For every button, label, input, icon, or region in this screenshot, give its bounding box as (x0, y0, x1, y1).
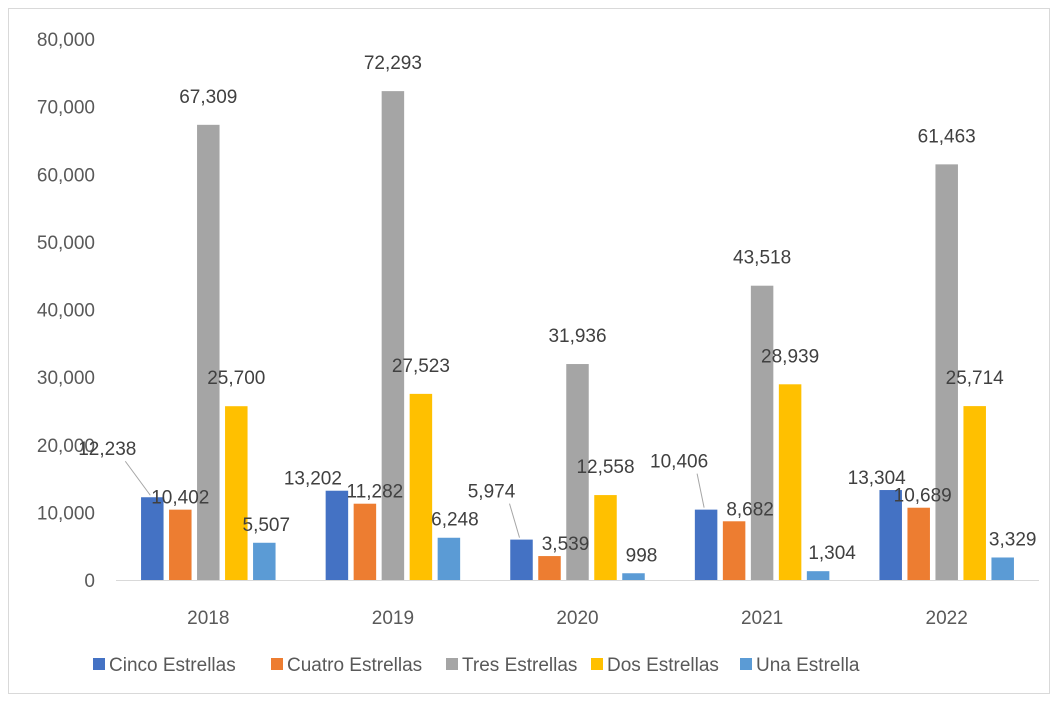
bar-una-estrella-2020 (622, 573, 645, 580)
data-label: 31,936 (548, 326, 606, 347)
bar-tres-estrellas-2022 (935, 164, 958, 581)
y-tick-label: 40,000 (37, 301, 95, 322)
bar-una-estrella-2022 (991, 557, 1014, 580)
bar-cinco-estrellas-2020 (510, 539, 533, 580)
data-label: 6,248 (431, 510, 479, 531)
x-tick-label: 2021 (741, 608, 783, 629)
bar-chart: 0 10,000 20,000 30,000 40,000 50,000 60,000 70,… (37, 30, 1039, 676)
data-label: 27,523 (392, 356, 450, 377)
bar-tres-estrellas-2021 (750, 285, 774, 580)
y-tick-label: 0 (84, 571, 95, 592)
data-label: 3,539 (542, 534, 590, 555)
y-tick-label: 50,000 (37, 233, 95, 254)
label-leader-line (509, 503, 520, 538)
y-tick-label: 10,000 (37, 503, 95, 524)
data-label: 25,700 (207, 368, 265, 389)
x-tick-label: 2022 (926, 608, 968, 629)
bar-dos-estrellas-2022 (963, 406, 986, 580)
bar-una-estrella-2021 (806, 571, 830, 580)
bar-dos-estrellas-2020 (594, 495, 617, 580)
bar-dos-estrellas-2021 (778, 384, 802, 580)
bar-dos-estrellas-2018 (225, 406, 248, 580)
data-label: 67,309 (179, 87, 237, 108)
data-label: 12,558 (576, 457, 634, 478)
data-label: 10,689 (894, 486, 952, 507)
y-axis: 0 10,000 20,000 30,000 40,000 50,000 60,000 70,… (37, 30, 95, 592)
data-label: 5,974 (468, 482, 516, 503)
x-tick-label: 2018 (187, 608, 229, 629)
bar-dos-estrellas-2019 (409, 393, 433, 580)
data-label: 13,304 (848, 468, 907, 489)
bar-cuatro-estrellas-2021 (722, 521, 746, 580)
bar-cuatro-estrellas-2020 (538, 556, 561, 580)
legend-swatch-tres-estrellas (446, 658, 458, 670)
y-tick-label: 20,000 (37, 436, 95, 457)
y-tick-label: 30,000 (37, 368, 95, 389)
x-tick-label: 2019 (372, 608, 414, 629)
label-leader-line (124, 460, 151, 496)
data-label: 10,406 (650, 452, 708, 473)
data-label: 61,463 (918, 126, 976, 147)
x-axis: 2018 2019 2020 2021 2022 (116, 580, 1039, 629)
legend-label: Cinco Estrellas (109, 655, 236, 676)
data-label: 1,304 (808, 543, 856, 564)
y-tick-label: 80,000 (37, 30, 95, 51)
data-label: 12,238 (78, 439, 136, 460)
legend-swatch-cinco-estrellas (93, 658, 105, 670)
data-label: 5,507 (243, 515, 291, 536)
data-label: 3,329 (989, 529, 1037, 550)
legend-label: Una Estrella (756, 655, 860, 676)
bar-tres-estrellas-2019 (381, 91, 405, 580)
bar-cuatro-estrellas-2022 (907, 507, 930, 580)
data-label: 28,939 (761, 346, 819, 367)
bar-cinco-estrellas-2022 (879, 490, 902, 580)
legend-swatch-dos-estrellas (591, 658, 603, 670)
data-label: 11,282 (347, 482, 404, 503)
data-label: 72,293 (364, 53, 422, 74)
x-tick-label: 2020 (556, 608, 598, 629)
legend-label: Dos Estrellas (607, 655, 719, 676)
data-label: 13,202 (284, 469, 342, 490)
legend-label: Tres Estrellas (462, 655, 577, 676)
bar-tres-estrellas-2018 (197, 124, 220, 581)
bar-cuatro-estrellas-2019 (353, 503, 377, 580)
bar-una-estrella-2018 (253, 542, 276, 580)
bar-tres-estrellas-2020 (566, 364, 589, 580)
data-label: 43,518 (733, 248, 791, 269)
label-leader-line (696, 473, 705, 508)
bar-cinco-estrellas-2019 (325, 490, 349, 580)
legend-swatch-una-estrella (740, 658, 752, 670)
data-label: 25,714 (946, 368, 1005, 389)
legend-label: Cuatro Estrellas (287, 655, 422, 676)
bar-cinco-estrellas-2021 (694, 509, 718, 580)
bar-cinco-estrellas-2018 (141, 497, 164, 580)
chart-area: 0 10,000 20,000 30,000 40,000 50,000 60,000 70,… (8, 8, 1050, 694)
legend: Cinco Estrellas Cuatro Estrellas Tres Estr… (93, 655, 860, 676)
data-label: 10,402 (151, 488, 209, 509)
bar-series (141, 91, 1014, 581)
data-label: 998 (626, 545, 658, 566)
data-label: 8,682 (726, 499, 774, 520)
bar-una-estrella-2019 (437, 537, 461, 580)
bar-cuatro-estrellas-2018 (169, 509, 192, 580)
legend-swatch-cuatro-estrellas (271, 658, 283, 670)
y-tick-label: 60,000 (37, 165, 95, 186)
y-tick-label: 70,000 (37, 98, 95, 119)
data-labels: 12,238 10,402 67,309 25,700 5,507 13,20211,28… (78, 53, 1036, 566)
